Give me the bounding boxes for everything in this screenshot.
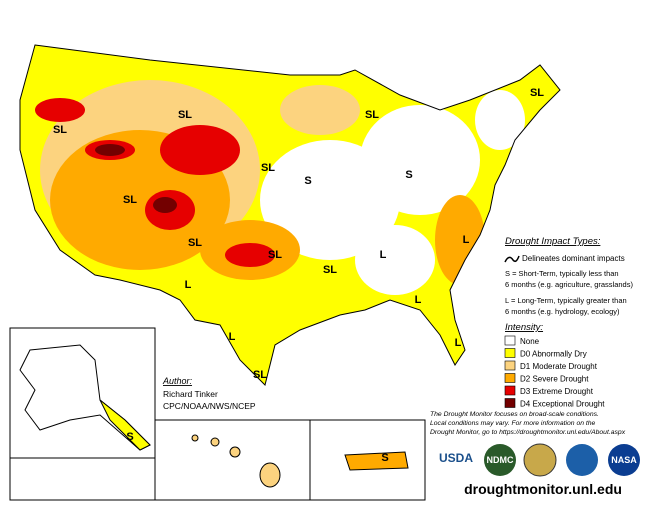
conus xyxy=(20,45,560,385)
legend-label: D3 Extreme Drought xyxy=(520,387,594,396)
usda-logo xyxy=(437,446,475,474)
us-outline xyxy=(19,44,561,386)
legend-swatch xyxy=(504,385,516,396)
intensity-title: Intensity: xyxy=(505,322,543,333)
impact-label: S xyxy=(304,175,311,187)
puerto-rico xyxy=(344,451,409,471)
impact-labels: SL SL SL SL SL S S SL SL SL SL L L L L L L SL S S xyxy=(53,87,544,464)
legend-swatch xyxy=(504,373,516,383)
impact-label: L xyxy=(185,279,192,291)
legend-swatch xyxy=(504,398,516,408)
impact-title: Drought Impact Types: xyxy=(505,236,601,247)
legend-label: D0 Abnormally Dry xyxy=(520,350,587,359)
impact-label: SL xyxy=(188,237,202,249)
note: The Drought Monitor focuses on broad-sca… xyxy=(430,411,599,418)
usda-logo-text: USDA xyxy=(439,451,473,465)
impact-label: L xyxy=(463,234,470,246)
note: Drought Monitor, go to https://droughtmo… xyxy=(430,429,626,436)
note: Local conditions may vary. For more info… xyxy=(430,420,596,427)
impact-label: S xyxy=(405,169,412,181)
impact-line-text: Delineates dominant impacts xyxy=(522,254,625,263)
impact-label: SL xyxy=(530,87,544,99)
short-term: 6 months (e.g. agriculture, grasslands) xyxy=(505,280,633,289)
impact-line-icon xyxy=(504,255,520,263)
long-term: 6 months (e.g. hydrology, ecology) xyxy=(505,307,620,316)
impact-label: SL xyxy=(268,249,282,261)
legend-label: D1 Moderate Drought xyxy=(520,362,598,371)
legend-label: None xyxy=(520,337,540,346)
intensity-legend: None D0 Abnormally Dry D1 Moderate Drought… xyxy=(504,335,605,409)
legend-swatch xyxy=(504,348,516,358)
impact-label: SL xyxy=(123,194,137,206)
impact-label: L xyxy=(455,337,462,349)
noaa-logo xyxy=(566,444,598,476)
legend-swatch xyxy=(504,335,516,346)
impact-label: L xyxy=(415,294,422,306)
author-title: Author: xyxy=(162,376,193,386)
legend-label: D2 Severe Drought xyxy=(520,375,589,384)
alaska-drought xyxy=(99,399,151,451)
impact-label: L xyxy=(229,331,236,343)
author-line: CPC/NOAA/NWS/NCEP xyxy=(163,401,256,411)
impact-label: SL xyxy=(253,369,267,381)
impact-label: SL xyxy=(53,124,67,136)
hawaii xyxy=(191,434,281,488)
ndmc-logo xyxy=(484,444,516,476)
impact-label: S xyxy=(381,452,388,464)
impact-label: SL xyxy=(323,264,337,276)
nasa-logo-text: NASA xyxy=(611,455,637,465)
inset-frames xyxy=(9,327,426,501)
impact-label: SL xyxy=(261,162,275,174)
author-line: Richard Tinker xyxy=(163,389,218,399)
legend-label: D4 Exceptional Drought xyxy=(520,400,605,409)
impact-label: SL xyxy=(365,109,379,121)
impact-label: S xyxy=(126,431,133,443)
doc-logo xyxy=(523,443,557,477)
url: droughtmonitor.unl.edu xyxy=(464,481,622,497)
impact-label: SL xyxy=(178,109,192,121)
impact-label: L xyxy=(380,249,387,261)
legend-swatch xyxy=(504,360,516,371)
nasa-logo xyxy=(608,444,640,476)
long-term: L = Long-Term, typically greater than xyxy=(505,296,627,305)
ndmc-logo-text: NDMC xyxy=(487,455,514,465)
short-term: S = Short-Term, typically less than xyxy=(505,269,619,278)
